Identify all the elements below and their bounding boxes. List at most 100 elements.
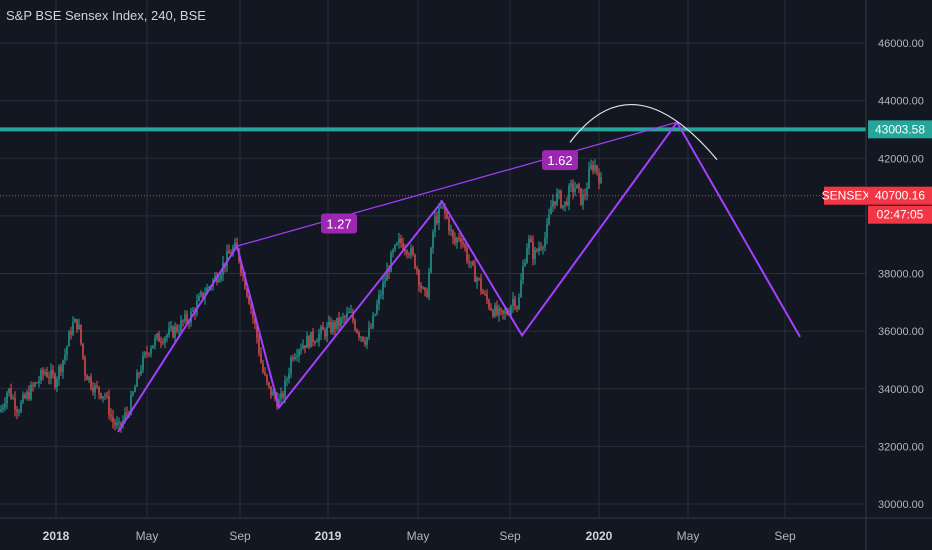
candle-body — [96, 385, 98, 387]
candle-body — [510, 305, 512, 315]
candle-body — [340, 317, 342, 326]
y-tick-label: 30000.00 — [878, 499, 924, 511]
ratio-box — [542, 150, 578, 171]
candle-body — [208, 287, 210, 289]
candle-body — [524, 263, 526, 266]
candle-body — [220, 274, 222, 280]
ratio-label: 1.27 — [326, 217, 351, 232]
candle-body — [82, 343, 84, 358]
candle-body — [384, 280, 386, 283]
candle-body — [380, 294, 382, 296]
candle-body — [456, 237, 458, 243]
candle-body — [186, 314, 188, 322]
candle-body — [114, 422, 116, 426]
candle-body — [202, 292, 204, 299]
candle-body — [352, 311, 354, 321]
candle-body — [102, 396, 104, 399]
candle-body — [458, 237, 460, 239]
y-tick-label: 44000.00 — [878, 96, 924, 108]
candle-body — [22, 394, 24, 403]
candle-body — [104, 395, 106, 397]
candle-body — [358, 332, 360, 337]
candle-body — [582, 194, 584, 205]
y-tick-label: 38000.00 — [878, 269, 924, 281]
candle-body — [68, 332, 70, 347]
countdown-tag-label: 02:47:05 — [877, 208, 924, 222]
candle-body — [50, 369, 52, 379]
candle-body — [116, 422, 118, 426]
candle-body — [314, 341, 316, 343]
candle-body — [388, 269, 390, 272]
candle-body — [472, 261, 474, 266]
candle-body — [248, 295, 250, 305]
candle-body — [346, 312, 348, 318]
candle-body — [516, 306, 518, 309]
candle-body — [410, 248, 412, 256]
x-tick-label: May — [677, 529, 700, 543]
candle-body — [6, 392, 8, 404]
candle-body — [270, 386, 272, 396]
y-tick-label: 36000.00 — [878, 326, 924, 338]
pattern-zigzag — [117, 120, 801, 433]
candle-body — [180, 320, 182, 332]
candle-body — [300, 348, 302, 351]
candle-body — [528, 238, 530, 249]
candle-body — [344, 316, 346, 318]
candle-body — [370, 327, 372, 329]
candle-body — [596, 165, 598, 173]
candle-body — [574, 188, 576, 193]
candle-body — [18, 411, 20, 413]
candle-body — [390, 252, 392, 272]
candle-body — [284, 380, 286, 397]
candle-body — [414, 254, 416, 269]
candle-body — [264, 371, 266, 375]
candle-body — [372, 315, 374, 328]
candle-body — [480, 278, 482, 291]
candle-body — [562, 205, 564, 208]
candle-body — [564, 201, 566, 206]
candle-body — [38, 380, 40, 383]
candle-body — [28, 392, 30, 400]
candle-body — [312, 332, 314, 342]
grid-layer — [0, 0, 866, 518]
candle-body — [460, 238, 462, 243]
candle-body — [560, 190, 562, 208]
candle-body — [348, 312, 350, 314]
candle-body — [2, 406, 4, 410]
candle-body — [526, 248, 528, 264]
candle-body — [400, 238, 402, 243]
candle-body — [492, 310, 494, 317]
candle-body — [546, 224, 548, 238]
candle-body — [46, 372, 48, 377]
x-tick-label: 2020 — [586, 529, 613, 543]
candle-body — [244, 274, 246, 290]
resistance-tag-label: 43003.58 — [875, 122, 925, 136]
candle-body — [558, 190, 560, 193]
candle-body — [532, 242, 534, 260]
candle-body — [588, 168, 590, 189]
candle-body — [366, 337, 368, 345]
ratio-label: 1.62 — [547, 153, 572, 168]
candle-body — [436, 216, 438, 224]
candle-body — [396, 242, 398, 245]
candle-body — [580, 187, 582, 205]
candle-body — [486, 294, 488, 301]
candle-body — [578, 184, 580, 188]
candle-body — [118, 422, 120, 424]
candle-body — [376, 304, 378, 315]
candle-body — [552, 201, 554, 208]
candle-body — [418, 270, 420, 285]
candle-body — [354, 320, 356, 330]
x-tick-label: May — [136, 529, 159, 543]
candle-body — [106, 395, 108, 397]
candle-body — [234, 242, 236, 248]
annotation-layer: 1.27 1.62 — [0, 103, 866, 433]
candle-body — [570, 183, 572, 186]
candle-body — [462, 242, 464, 245]
candle-body — [110, 414, 112, 417]
candle-body — [228, 250, 230, 254]
candle-body — [520, 280, 522, 298]
candle-body — [334, 322, 336, 329]
